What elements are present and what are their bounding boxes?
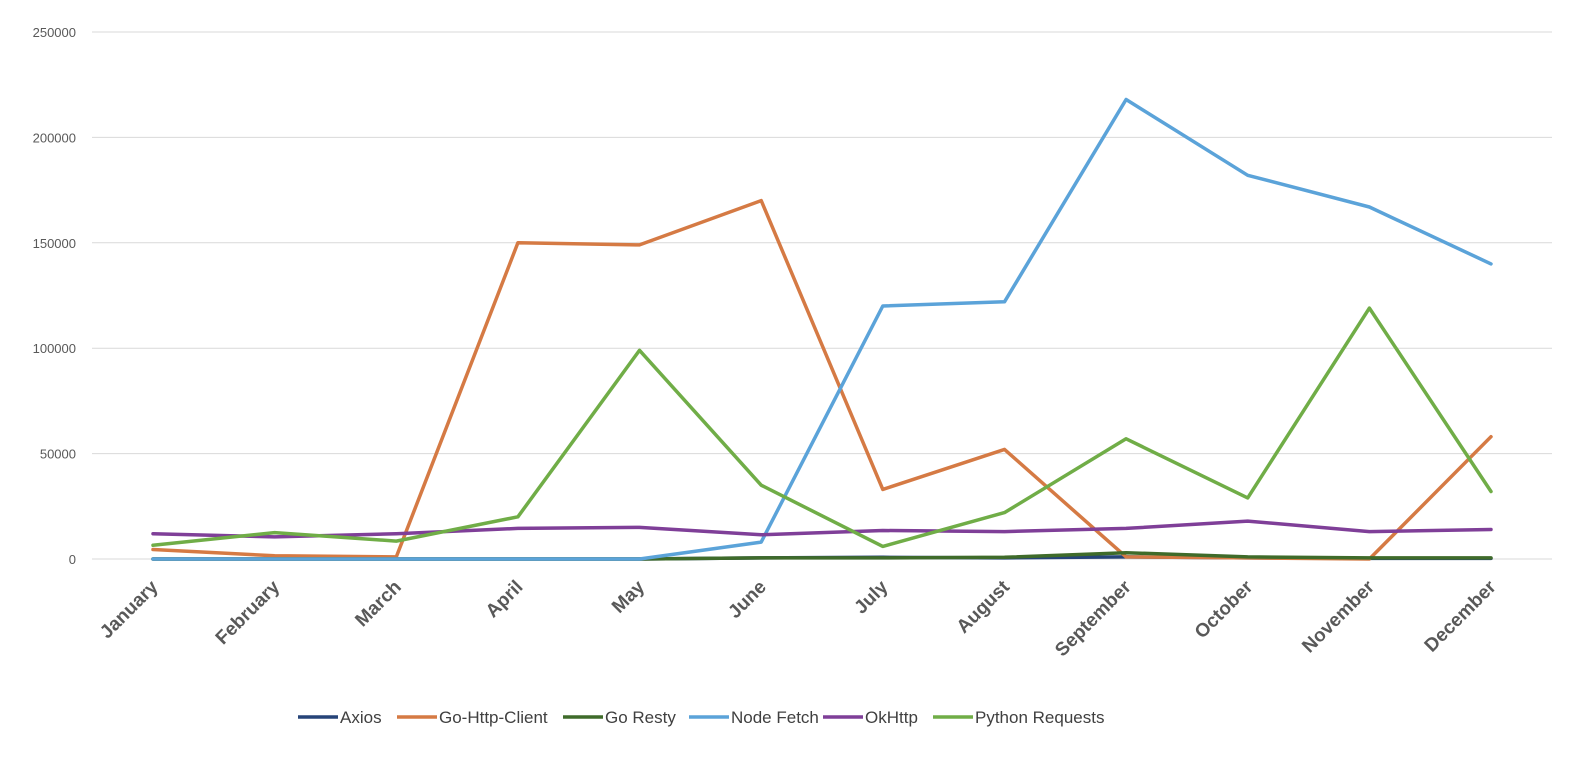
y-tick-label: 100000 — [33, 341, 76, 356]
y-tick-label: 50000 — [40, 447, 76, 462]
x-tick-label-july: July — [851, 576, 893, 618]
legend-label-go-resty: Go Resty — [605, 708, 676, 727]
legend-item-axios: Axios — [298, 708, 382, 727]
x-tick-label-january: January — [96, 576, 163, 643]
legend-label-axios: Axios — [340, 708, 382, 727]
x-tick-label-may: May — [608, 576, 649, 617]
y-tick-label: 0 — [69, 552, 76, 567]
series-lines — [151, 97, 1493, 561]
y-axis: 0 50000 100000 150000 200000 250000 — [33, 25, 76, 567]
x-axis: January February March April May June July Augu… — [96, 576, 1501, 661]
x-tick-label-october: October — [1191, 576, 1258, 643]
x-tick-label-december: December — [1421, 576, 1501, 656]
legend-label-python-requests: Python Requests — [975, 708, 1104, 727]
x-tick-label-march: March — [351, 577, 405, 631]
x-tick-label-june: June — [725, 577, 771, 623]
grid-lines — [92, 31, 1552, 560]
series-line-go-http-client — [151, 198, 1493, 561]
series-line-node-fetch — [151, 97, 1493, 561]
legend: Axios Go-Http-Client Go Resty Node Fetch OkH… — [298, 708, 1104, 727]
legend-label-okhttp: OkHttp — [865, 708, 918, 727]
x-tick-label-april: April — [482, 577, 527, 622]
y-tick-label: 200000 — [33, 130, 76, 145]
y-tick-label: 250000 — [33, 25, 76, 40]
legend-item-go-http-client: Go-Http-Client — [397, 708, 548, 727]
x-tick-label-november: November — [1298, 576, 1379, 657]
legend-item-python-requests: Python Requests — [933, 708, 1104, 727]
legend-label-node-fetch: Node Fetch — [731, 708, 819, 727]
legend-item-okhttp: OkHttp — [823, 708, 918, 727]
legend-item-go-resty: Go Resty — [563, 708, 676, 727]
x-tick-label-september: September — [1051, 576, 1136, 661]
legend-item-node-fetch: Node Fetch — [689, 708, 819, 727]
y-tick-label: 150000 — [33, 236, 76, 251]
series-line-python-requests — [151, 306, 1493, 549]
x-tick-label-february: February — [212, 576, 285, 649]
series-line-okhttp — [151, 519, 1493, 539]
x-tick-label-august: August — [953, 576, 1015, 638]
legend-label-go-http-client: Go-Http-Client — [439, 708, 548, 727]
